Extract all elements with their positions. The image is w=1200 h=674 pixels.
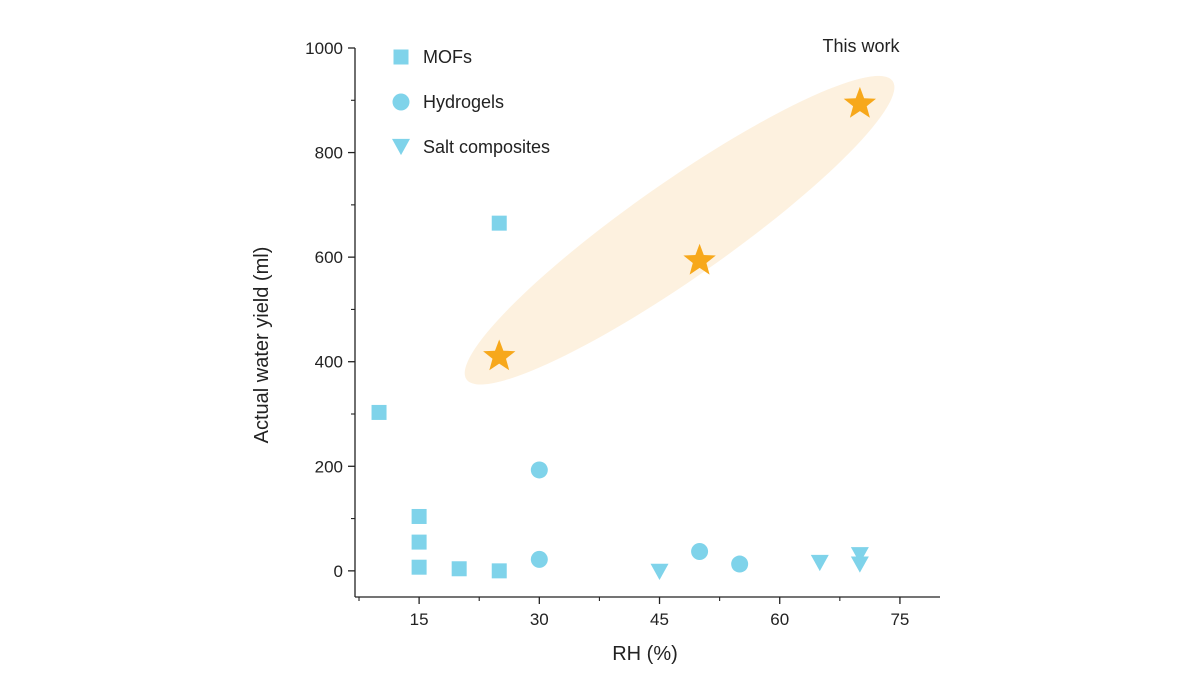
hydrogels-point	[530, 550, 548, 568]
this-work-annotation: This work	[822, 36, 900, 56]
hydrogels-point	[530, 461, 548, 479]
y-tick-label: 1000	[305, 39, 343, 58]
this-work-highlight	[464, 75, 895, 385]
mofs-point	[451, 561, 467, 577]
legend-label: Salt composites	[423, 137, 550, 157]
mofs-point	[371, 404, 387, 420]
salt-composites-point	[850, 547, 869, 564]
legend-label: MOFs	[423, 47, 472, 67]
x-tick-label: 15	[410, 610, 429, 629]
mofs-point	[491, 215, 507, 231]
mofs-point	[411, 534, 427, 550]
x-tick-label: 60	[770, 610, 789, 629]
mofs-point	[411, 508, 427, 524]
mofs-point	[491, 563, 507, 579]
y-tick-label: 200	[315, 457, 343, 476]
y-tick-label: 600	[315, 248, 343, 267]
x-tick-label: 75	[890, 610, 909, 629]
salt-composites-point	[650, 563, 669, 581]
x-tick-label: 30	[530, 610, 549, 629]
legend-marker	[392, 138, 410, 156]
hydrogels-point	[731, 555, 749, 573]
x-axis-title: RH (%)	[612, 643, 678, 665]
x-tick-label: 45	[650, 610, 669, 629]
this-work-point	[483, 339, 516, 371]
y-tick-label: 400	[315, 353, 343, 372]
hydrogels-point	[691, 543, 709, 561]
y-tick-label: 0	[334, 562, 343, 581]
mofs-point	[411, 559, 427, 575]
legend-label: Hydrogels	[423, 92, 504, 112]
this-work-point	[683, 243, 716, 275]
salt-composites-point	[810, 554, 829, 572]
legend-marker	[392, 93, 410, 111]
y-axis-title: Actual water yield (ml)	[251, 247, 273, 444]
legend-marker	[393, 49, 409, 65]
y-tick-label: 800	[315, 144, 343, 163]
this-work-point	[843, 86, 876, 118]
salt-composites-point	[850, 556, 869, 573]
